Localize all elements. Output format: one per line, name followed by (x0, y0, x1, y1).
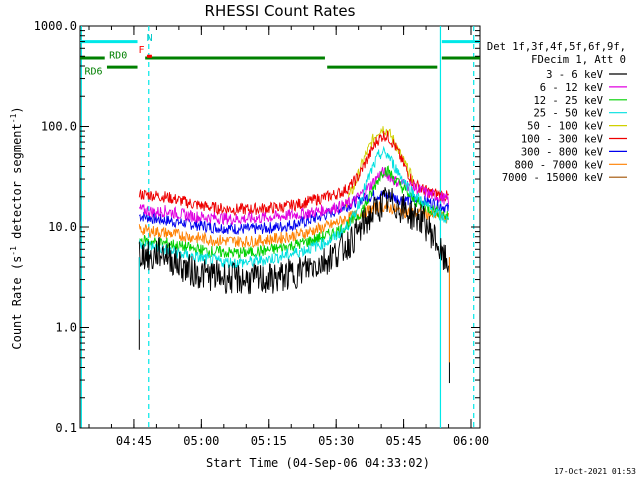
y-tick-label: 10.0 (48, 220, 77, 234)
y-tick-label: 1000.0 (34, 19, 77, 33)
legend-entry-label: 300 - 800 keV (521, 146, 604, 158)
state-flag-label: F (139, 45, 145, 56)
x-tick-label: 04:45 (116, 434, 152, 448)
legend-entry-label: 3 - 6 keV (546, 69, 604, 81)
y-axis: 0.1 1.0 10.0 100.0 1000.0 (34, 19, 480, 435)
series-line (138, 145, 449, 269)
chart-title: RHESSI Count Rates (205, 2, 356, 20)
legend-entry-label: 25 - 50 keV (533, 108, 603, 120)
series-line (138, 165, 449, 260)
series-line (138, 167, 449, 226)
legend-entry-label: 100 - 300 keV (521, 134, 604, 146)
series-line (138, 130, 449, 217)
legend-header-line-1: Det 1f,3f,4f,5f,6f,9f, (487, 41, 626, 53)
x-axis: 04:45 05:00 05:15 05:30 05:45 06:00 (88, 26, 489, 448)
x-tick-label: 05:30 (318, 434, 354, 448)
y-tick-label: 1.0 (55, 321, 77, 335)
legend-entry-label: 800 - 7000 keV (514, 159, 603, 171)
generation-timestamp: 17-Oct-2021 01:53 (554, 467, 636, 476)
legend: Det 1f,3f,4f,5f,6f,9f, FDecim 1, Att 0 3… (487, 41, 627, 184)
y-tick-label: 0.1 (55, 421, 77, 435)
state-flag-label: N (147, 33, 153, 44)
series-line (138, 190, 449, 235)
x-tick-label: 05:00 (183, 434, 219, 448)
y-axis-label: Count Rate (s-1 detector segment-1) (9, 106, 24, 349)
state-bands (80, 40, 480, 69)
legend-entry-label: 6 - 12 keV (540, 82, 604, 94)
series-line (138, 187, 449, 295)
legend-entry-label: 7000 - 15000 keV (502, 172, 604, 184)
legend-entry-label: 12 - 25 keV (533, 95, 603, 107)
state-flag-label: RD6 (84, 67, 102, 78)
x-tick-label: 05:15 (251, 434, 287, 448)
y-tick-label: 100.0 (41, 120, 77, 134)
state-flags: RD0 RD6 FN (84, 33, 152, 78)
x-tick-label: 06:00 (453, 434, 489, 448)
series-lines (138, 126, 450, 384)
state-flag-label: RD0 (109, 51, 127, 62)
legend-header-line-2: FDecim 1, Att 0 (531, 54, 626, 66)
x-tick-label: 05:45 (386, 434, 422, 448)
legend-entry-label: 50 - 100 keV (527, 121, 604, 133)
x-axis-label: Start Time (04-Sep-06 04:33:02) (206, 456, 430, 470)
plot-area: RD0 RD6 FN (79, 25, 481, 429)
